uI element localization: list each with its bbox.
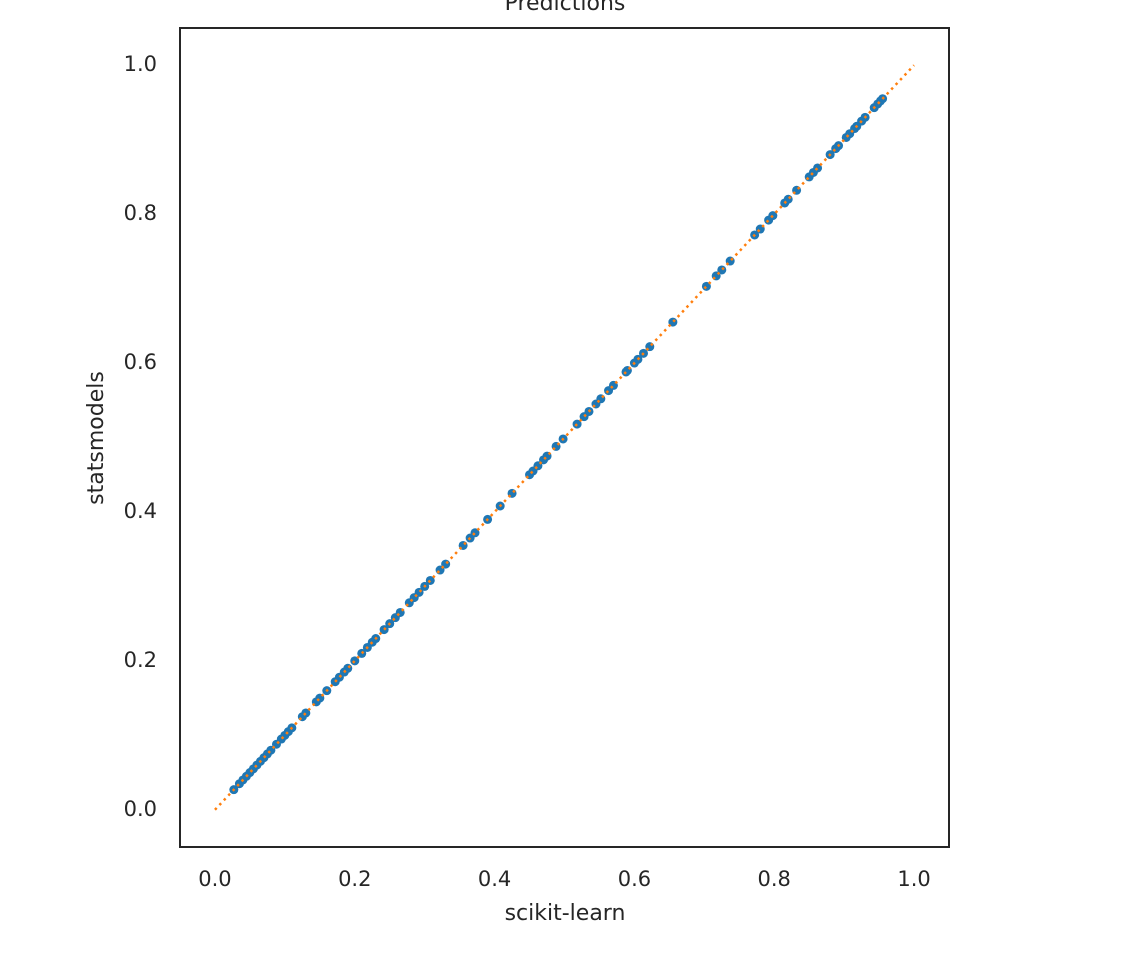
x-tick-label: 1.0: [897, 867, 930, 891]
y-tick-label: 0.8: [124, 201, 157, 225]
y-tick-label: 0.2: [124, 648, 157, 672]
reference-line: [214, 64, 915, 811]
x-tick-label: 0.0: [198, 867, 231, 891]
point: [425, 575, 435, 585]
x-tick-label: 0.2: [338, 867, 371, 891]
y-tick-label: 0.0: [124, 797, 157, 821]
y-tick-label: 0.4: [124, 499, 157, 523]
x-tick-label: 0.6: [618, 867, 651, 891]
y-tick-label: 0.6: [124, 350, 157, 374]
point: [357, 648, 367, 658]
point: [470, 528, 480, 538]
point: [668, 317, 678, 327]
point: [301, 708, 311, 718]
point: [813, 163, 823, 173]
x-tick-label: 0.4: [478, 867, 511, 891]
y-axis-label: statsmodels: [84, 371, 109, 505]
chart-title: Predictions: [505, 0, 626, 16]
y-tick-label: 1.0: [124, 52, 157, 76]
point: [717, 265, 727, 275]
x-tick-label: 0.8: [758, 867, 791, 891]
point: [572, 419, 582, 429]
point: [701, 281, 711, 291]
point: [768, 211, 778, 221]
plot-frame: [179, 27, 950, 848]
point: [350, 656, 360, 666]
x-axis-label: scikit-learn: [505, 901, 626, 926]
